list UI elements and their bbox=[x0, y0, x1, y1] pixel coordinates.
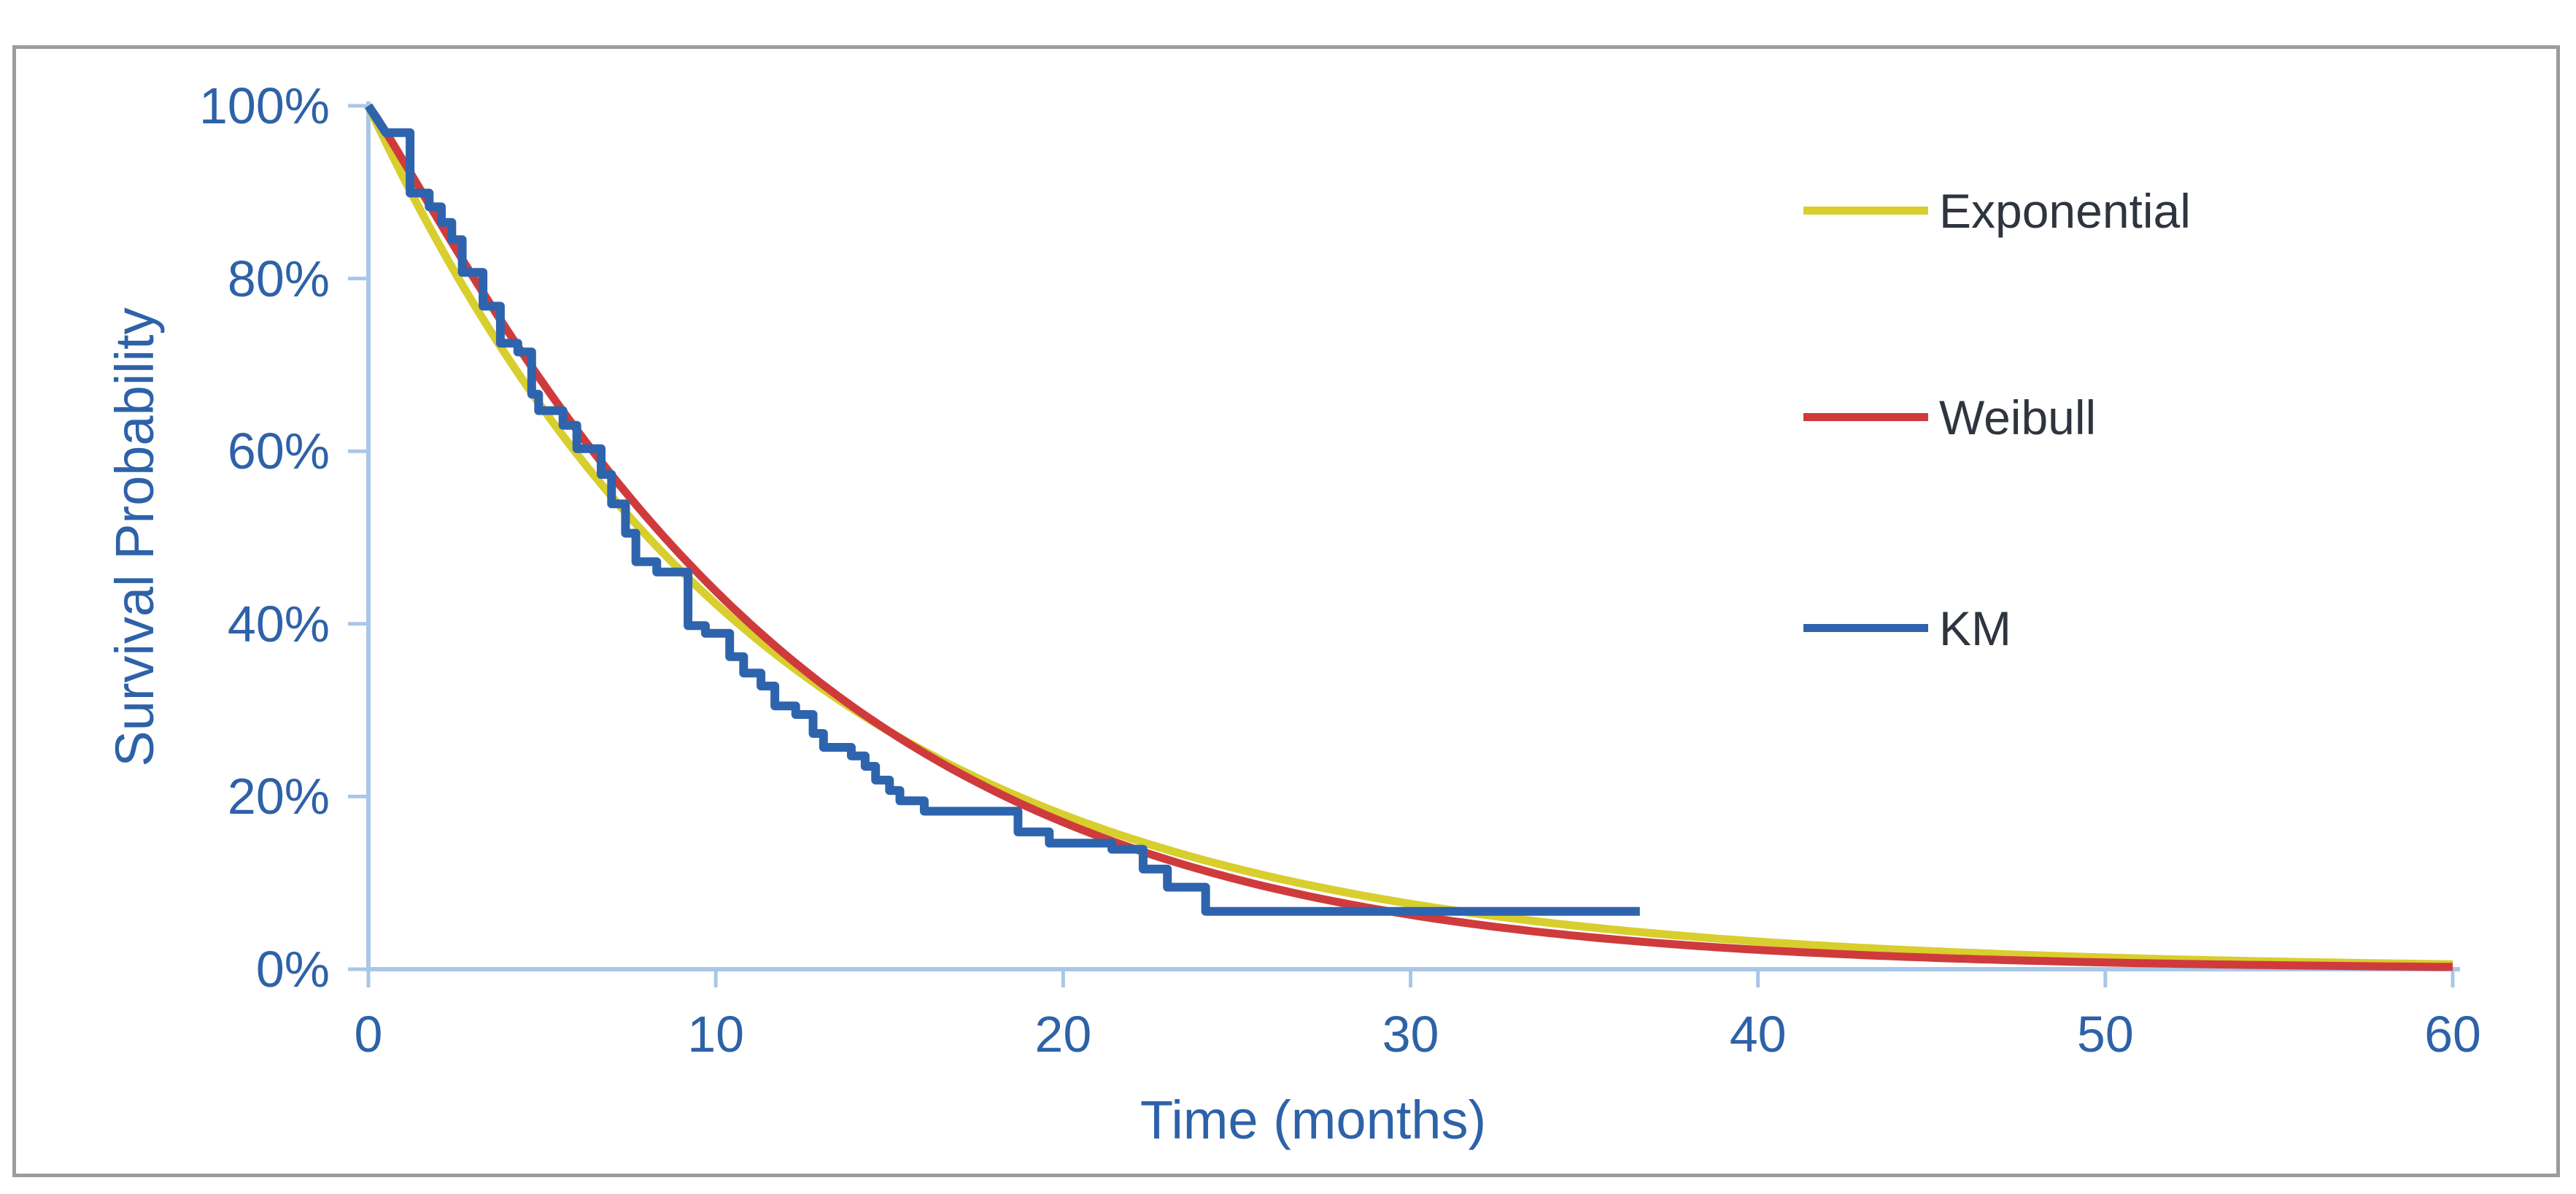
x-ticks bbox=[366, 969, 2455, 987]
series-exponential-line bbox=[365, 104, 2453, 968]
y-tick-label: 60% bbox=[227, 423, 330, 480]
legend-swatch-weibull bbox=[1803, 413, 1928, 421]
y-axis-title: Survival Probability bbox=[104, 307, 165, 767]
legend-label-exponential: Exponential bbox=[1939, 184, 2191, 238]
x-tick-label: 40 bbox=[1729, 1006, 1787, 1063]
y-tick-label: 0% bbox=[255, 941, 330, 998]
y-tick-label: 40% bbox=[227, 595, 330, 652]
x-tick-label: 20 bbox=[1034, 1006, 1092, 1063]
y-ticks bbox=[348, 104, 368, 971]
x-axis-title: Time (months) bbox=[1140, 1090, 1487, 1150]
legend-label-km: KM bbox=[1939, 601, 2011, 655]
series-km-line bbox=[364, 103, 1640, 916]
y-tick-label: 80% bbox=[227, 250, 330, 307]
legend-label-weibull: Weibull bbox=[1939, 390, 2097, 444]
y-tick-label: 100% bbox=[198, 77, 330, 134]
x-tick-label: 30 bbox=[1382, 1006, 1439, 1063]
x-tick-label: 50 bbox=[2076, 1006, 2134, 1063]
x-tick-label: 60 bbox=[2424, 1006, 2481, 1063]
legend-swatch-exponential bbox=[1803, 207, 1928, 215]
legend-swatch-km bbox=[1803, 624, 1928, 632]
x-tick-label: 0 bbox=[354, 1006, 383, 1063]
y-tick-label: 20% bbox=[227, 768, 330, 825]
x-tick-label: 10 bbox=[687, 1006, 745, 1063]
